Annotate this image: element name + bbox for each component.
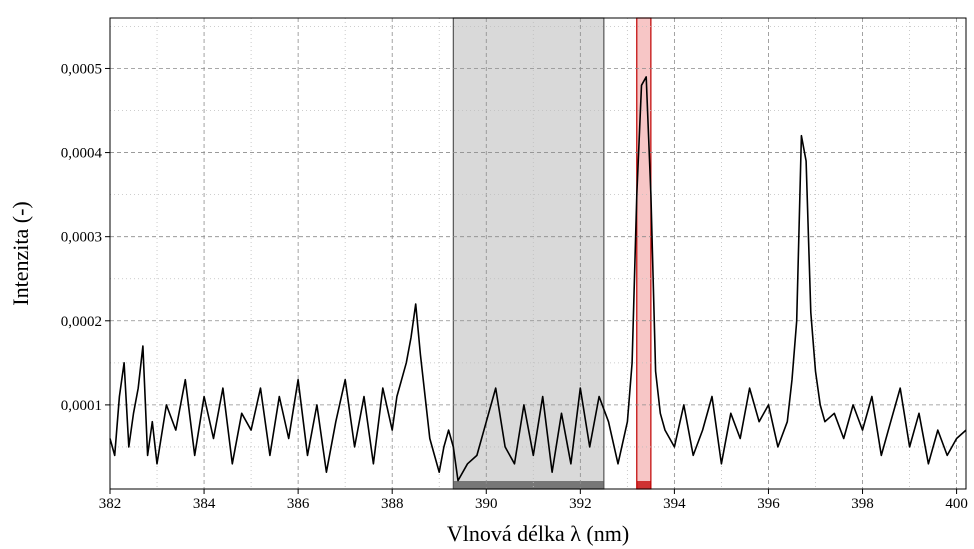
highlight-regions bbox=[452, 17, 652, 490]
series-layer bbox=[109, 76, 967, 482]
y-tick-label: 0,0003 bbox=[61, 230, 102, 246]
region-baseline-peak-window bbox=[636, 481, 651, 489]
x-tick-label: 394 bbox=[663, 496, 686, 512]
region-peak-window bbox=[636, 17, 652, 490]
x-tick-label: 390 bbox=[475, 496, 498, 512]
grid-lines bbox=[109, 18, 966, 489]
y-tick-label: 0,0005 bbox=[61, 61, 102, 77]
y-tick-label: 0,0002 bbox=[61, 314, 102, 330]
y-axis-ticks: 0,0001 0,0002 0,0003 0,0004 0,0005 bbox=[61, 61, 110, 414]
x-tick-label: 382 bbox=[99, 496, 122, 512]
x-tick-label: 386 bbox=[287, 496, 310, 512]
x-tick-label: 398 bbox=[851, 496, 874, 512]
x-tick-label: 400 bbox=[945, 496, 968, 512]
y-tick-label: 0,0004 bbox=[61, 146, 103, 162]
y-tick-label: 0,0001 bbox=[61, 398, 102, 414]
plot-frame bbox=[109, 17, 967, 490]
x-tick-label: 388 bbox=[381, 496, 404, 512]
x-tick-label: 392 bbox=[569, 496, 592, 512]
x-tick-label: 384 bbox=[193, 496, 216, 512]
x-axis-ticks: 382 384 386 388 390 392 394 396 398 400 bbox=[99, 489, 968, 512]
region-background-window bbox=[452, 17, 605, 490]
region-baseline-background-window bbox=[453, 481, 604, 489]
spectrum-line bbox=[109, 76, 967, 482]
x-tick-label: 396 bbox=[757, 496, 780, 512]
x-axis-label: Vlnová délka λ (nm) bbox=[447, 521, 629, 546]
y-axis-label: Intenzita (-) bbox=[8, 201, 33, 305]
